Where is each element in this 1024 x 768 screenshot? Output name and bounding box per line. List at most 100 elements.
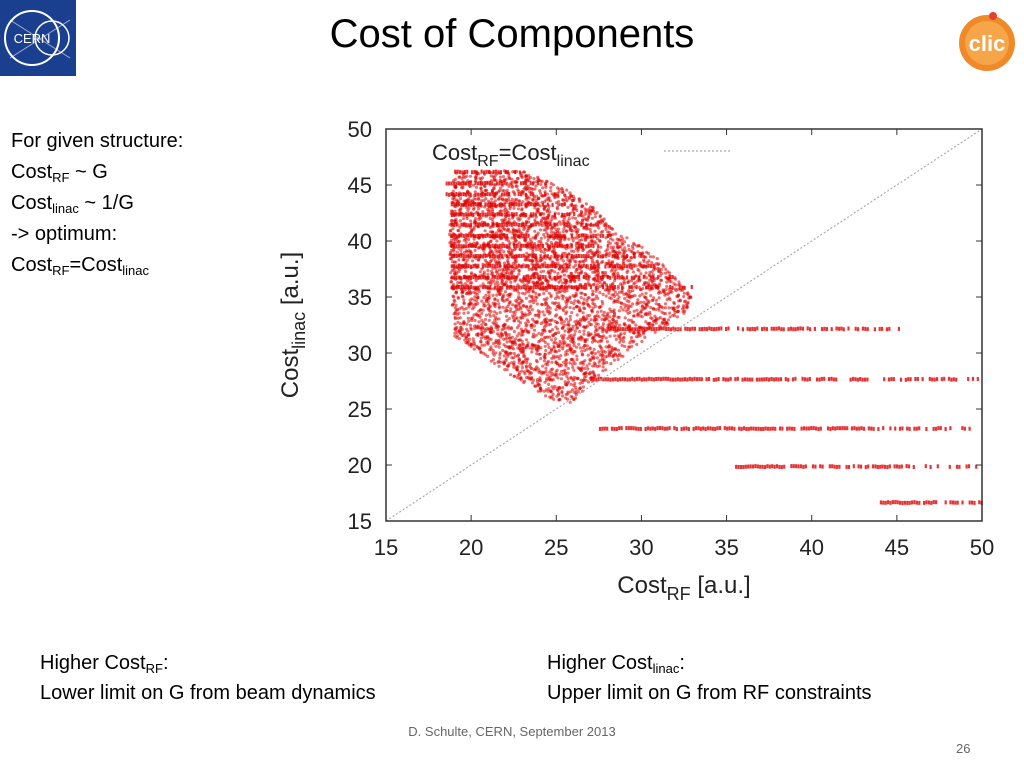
data-point xyxy=(519,279,523,283)
data-point xyxy=(573,212,576,217)
data-point xyxy=(573,285,576,290)
data-point xyxy=(513,354,518,358)
data-point xyxy=(538,376,542,380)
data-point xyxy=(638,376,641,381)
y-tick-label: 50 xyxy=(348,117,372,142)
data-point xyxy=(747,464,750,469)
data-point xyxy=(579,296,583,300)
data-point xyxy=(587,213,591,217)
data-point xyxy=(615,322,619,326)
data-point xyxy=(601,365,605,369)
data-point xyxy=(477,212,480,217)
data-point xyxy=(666,426,669,431)
data-point xyxy=(550,367,555,371)
data-point xyxy=(629,326,632,331)
data-point xyxy=(498,253,501,258)
data-point xyxy=(541,275,545,279)
data-point xyxy=(661,317,665,321)
data-point xyxy=(448,181,451,186)
data-point xyxy=(882,500,885,505)
data-point xyxy=(508,339,512,343)
data-point xyxy=(862,426,866,431)
data-point xyxy=(513,212,516,217)
data-point xyxy=(657,303,661,307)
data-point xyxy=(864,326,867,331)
data-point xyxy=(573,254,576,259)
data-point xyxy=(669,280,673,284)
data-point xyxy=(593,240,597,244)
data-point xyxy=(535,360,539,364)
data-point xyxy=(538,278,542,282)
data-point xyxy=(496,222,499,227)
data-point xyxy=(614,268,618,272)
data-point xyxy=(501,175,506,179)
data-point xyxy=(565,263,569,268)
data-point xyxy=(510,264,513,269)
data-point xyxy=(643,306,647,310)
data-point xyxy=(459,280,463,284)
data-point xyxy=(879,464,882,469)
data-point xyxy=(510,181,513,186)
data-point xyxy=(842,327,845,332)
data-point xyxy=(628,330,632,334)
data-point xyxy=(472,243,475,248)
data-point xyxy=(503,192,506,197)
data-point xyxy=(546,389,550,393)
data-point xyxy=(599,335,603,339)
data-point xyxy=(580,381,585,385)
point-band xyxy=(598,426,971,431)
data-point xyxy=(618,426,621,431)
data-point xyxy=(484,253,487,258)
data-point xyxy=(497,302,501,306)
data-point xyxy=(566,397,570,401)
data-point xyxy=(565,310,569,314)
data-point xyxy=(611,348,615,352)
data-point xyxy=(594,234,597,239)
data-point xyxy=(464,199,468,203)
data-point xyxy=(601,254,605,259)
data-point xyxy=(623,305,627,309)
data-point xyxy=(532,202,535,207)
data-point xyxy=(544,198,548,202)
data-point xyxy=(572,397,576,401)
data-point xyxy=(759,464,762,469)
data-point xyxy=(497,292,502,296)
data-point xyxy=(780,465,783,470)
data-point xyxy=(563,222,566,227)
data-point xyxy=(513,285,516,290)
data-point xyxy=(879,500,882,505)
data-point xyxy=(484,293,488,297)
data-point xyxy=(576,390,580,394)
data-point xyxy=(819,426,822,431)
data-point xyxy=(480,332,484,336)
data-point xyxy=(858,426,861,431)
data-point xyxy=(975,464,978,469)
data-point xyxy=(661,426,664,431)
data-point xyxy=(517,338,521,342)
data-point xyxy=(756,326,759,331)
data-point xyxy=(577,244,581,249)
data-point xyxy=(556,222,559,227)
x-tick-label: 30 xyxy=(629,535,653,560)
data-point xyxy=(647,376,651,381)
data-point xyxy=(483,343,487,347)
data-point xyxy=(580,205,584,209)
point-band xyxy=(879,500,983,505)
data-point xyxy=(631,376,634,381)
data-point xyxy=(573,216,578,220)
data-point xyxy=(450,244,453,248)
data-point xyxy=(577,271,581,275)
data-point xyxy=(462,285,465,290)
data-point xyxy=(939,426,942,431)
data-point xyxy=(549,230,554,234)
data-point xyxy=(475,313,479,317)
data-point xyxy=(539,212,542,217)
data-point xyxy=(491,233,494,238)
data-point xyxy=(605,330,609,334)
data-point xyxy=(653,330,657,334)
data-point xyxy=(670,290,674,294)
data-point xyxy=(649,294,653,298)
data-point xyxy=(489,263,492,268)
data-point xyxy=(787,327,790,332)
